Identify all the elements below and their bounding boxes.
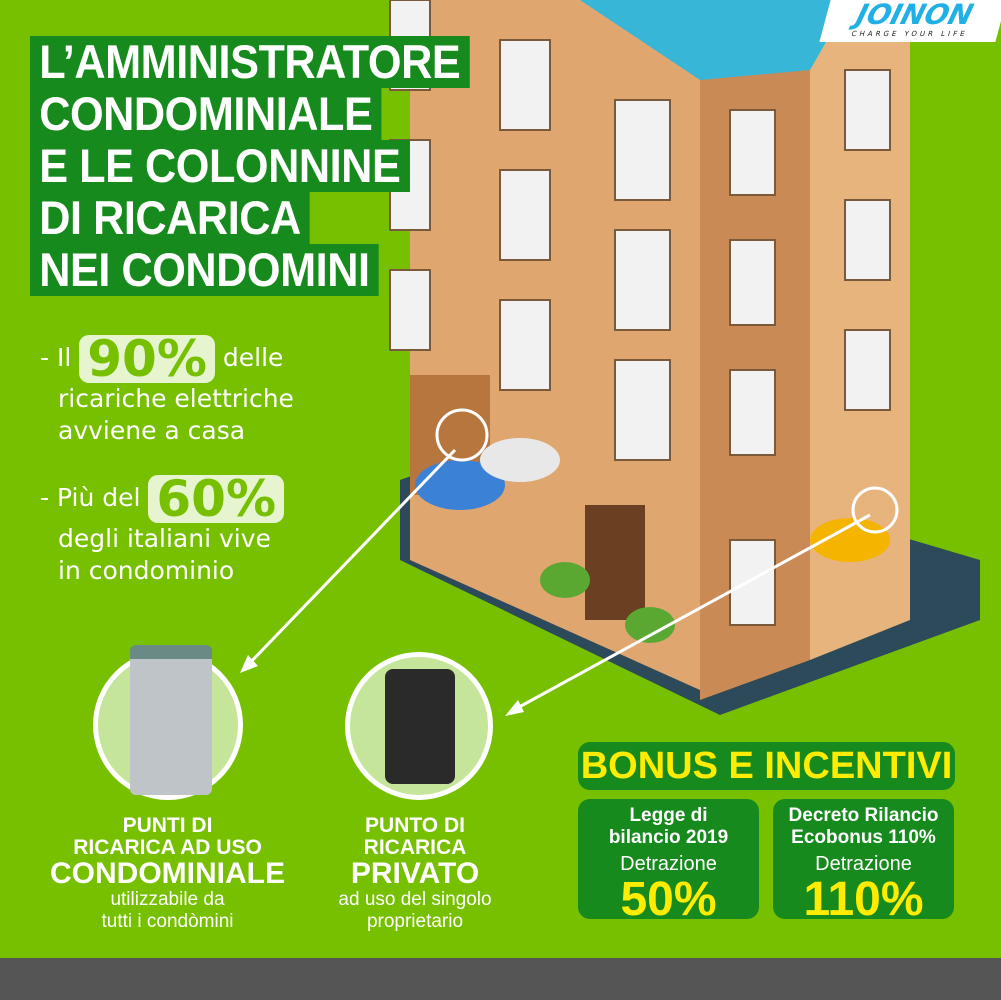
bonus-value: 110%: [803, 873, 924, 926]
title-line: L’AMMINISTRATORE: [30, 36, 470, 88]
bonus-title: BONUS E INCENTIVI: [580, 745, 953, 787]
stat-text: degli italiani vive: [58, 524, 271, 553]
title-line: CONDOMINIALE: [30, 88, 382, 140]
stat-condominium: - Più del 60% degli italiani vive in con…: [40, 474, 285, 587]
shared-charger-image: [93, 645, 243, 800]
bonus-label: Detrazione: [620, 853, 717, 875]
title-line: DI RICARICA: [30, 192, 310, 244]
bonus-law: Decreto Rilancio: [788, 805, 939, 826]
footer-bar: [0, 958, 1001, 1000]
bonus-law: Ecobonus 110%: [791, 827, 936, 848]
brand-tagline: CHARGE YOUR LIFE: [850, 30, 969, 38]
stat-value: 90%: [79, 334, 215, 384]
caption-highlight: CONDOMINIALE: [50, 857, 285, 890]
caption-line: RICARICA: [363, 836, 467, 859]
stat-prefix: - Il: [40, 343, 72, 372]
brand-name: JOINON: [852, 0, 977, 31]
caption-desc: proprietario: [366, 911, 464, 932]
caption-line: PUNTO DI: [365, 814, 465, 837]
bonus-title-box: BONUS E INCENTIVI: [578, 742, 955, 790]
stat-suffix: delle: [222, 343, 284, 372]
private-charger-image: [345, 652, 493, 800]
stat-text: avviene a casa: [58, 416, 246, 445]
caption-desc: utilizzabile da: [110, 889, 225, 910]
bonus-label: Detrazione: [815, 853, 912, 875]
bonus-law: bilancio 2019: [608, 827, 729, 848]
wallbox-icon: [385, 669, 455, 784]
title-line: E LE COLONNINE: [30, 140, 410, 192]
condominium-illustration: [389, 0, 980, 715]
stat-text: ricariche elettriche: [58, 384, 294, 413]
bonus-value: 50%: [620, 873, 717, 926]
caption-highlight: PRIVATO: [350, 857, 480, 890]
bonus-card: Legge di bilancio 2019 Detrazione 50%: [578, 799, 759, 924]
caption-desc: ad uso del singolo: [338, 889, 492, 910]
stat-value: 60%: [148, 474, 285, 524]
caption-desc: tutti i condòmini: [101, 911, 234, 932]
caption-line: RICARICA AD USO: [73, 836, 262, 859]
caption-line: PUNTI DI: [122, 814, 213, 837]
stat-text: in condominio: [58, 556, 235, 585]
bonus-card: Decreto Rilancio Ecobonus 110% Detrazion…: [773, 799, 954, 924]
private-charger-caption: PUNTO DI RICARICA PRIVATO ad uso del sin…: [300, 815, 530, 933]
charger-pillar-icon: [130, 645, 212, 795]
stat-prefix: - Più del: [40, 483, 141, 512]
shared-charger-caption: PUNTI DI RICARICA AD USO CONDOMINIALE ut…: [40, 815, 295, 933]
brand-logo: JOINON CHARGE YOUR LIFE: [819, 0, 1001, 42]
bonus-law: Legge di: [629, 805, 708, 826]
title-line: NEI CONDOMINI: [30, 244, 379, 296]
stat-home-charging: - Il 90% delle ricariche elettriche avvi…: [40, 334, 294, 447]
